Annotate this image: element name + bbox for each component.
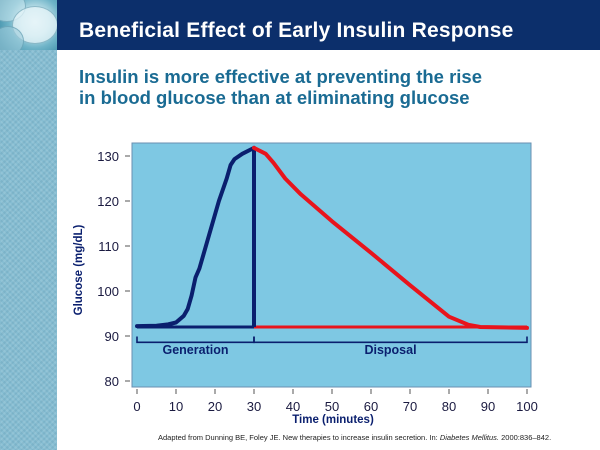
citation-journal: Diabetes Mellitus. [439, 433, 500, 442]
x-tick-label: 50 [325, 399, 339, 414]
y-tick-label: 90 [105, 329, 119, 344]
x-axis: 0 10 20 30 40 50 60 70 80 90 100 [133, 389, 538, 414]
x-tick-label: 20 [208, 399, 222, 414]
series-disposal-line [252, 145, 529, 330]
subtitle-line-1: Insulin is more effective at preventing … [79, 66, 483, 87]
header-bar: Beneficial Effect of Early Insulin Respo… [57, 0, 600, 50]
bracket-label-disposal: Disposal [364, 343, 416, 357]
subtitle-line-2: in blood glucose than at eliminating glu… [79, 87, 470, 108]
citation-suffix: 2000:836–842. [499, 433, 552, 442]
y-axis-label: Glucose (mg/dL) [73, 224, 85, 315]
y-tick-label: 100 [97, 284, 119, 299]
data-lines [135, 145, 529, 330]
citation: Adapted from Dunning BE, Foley JE. New t… [158, 433, 551, 442]
x-tick-label: 80 [442, 399, 456, 414]
y-tick-label: 130 [97, 149, 119, 164]
x-tick-label: 60 [364, 399, 378, 414]
y-tick-label: 80 [105, 374, 119, 389]
phase-brackets: Generation Disposal [136, 336, 528, 357]
bracket-disposal [253, 336, 528, 344]
x-tick-label: 10 [169, 399, 183, 414]
x-tick-label: 90 [481, 399, 495, 414]
x-tick-label: 30 [247, 399, 261, 414]
slide-subtitle: Insulin is more effective at preventing … [79, 66, 482, 108]
bracket-label-generation: Generation [163, 343, 229, 357]
y-tick-label: 110 [98, 239, 119, 254]
series-generation-line [135, 145, 256, 329]
decorative-sidebar [0, 50, 57, 450]
x-tick-label: 70 [403, 399, 417, 414]
x-tick-label: 40 [286, 399, 300, 414]
pill-photo-image [0, 0, 57, 50]
y-tick-label: 120 [97, 194, 119, 209]
slide-title: Beneficial Effect of Early Insulin Respo… [79, 19, 514, 42]
y-axis: 80 90 100 110 120 130 [97, 149, 130, 389]
x-tick-label: 100 [516, 399, 538, 414]
x-axis-label: Time (minutes) [292, 414, 374, 426]
x-tick-label: 0 [133, 399, 140, 414]
citation-prefix: Adapted from Dunning BE, Foley JE. New t… [158, 433, 440, 442]
